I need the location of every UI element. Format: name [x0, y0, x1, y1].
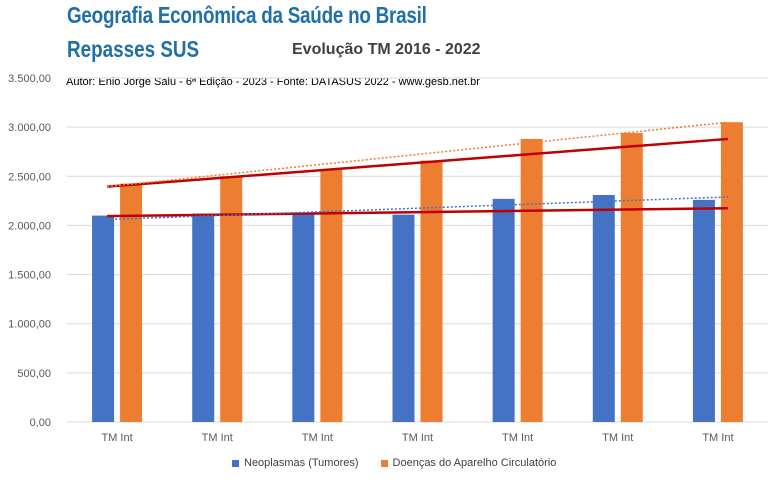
bar-circulatorio: [220, 176, 243, 422]
x-tick-label: TM Int: [101, 432, 132, 444]
trendline-solid: [107, 206, 728, 218]
x-tick-label: TM Int: [402, 432, 433, 444]
bar-neoplasmas: [292, 213, 315, 422]
bar-neoplasmas: [92, 215, 115, 422]
legend-swatch-circulatorio: [380, 459, 388, 467]
y-tick-label: 1.000,00: [8, 319, 51, 331]
x-tick-label: TM Int: [302, 432, 333, 444]
bar-neoplasmas: [692, 199, 715, 422]
legend-swatch-neoplasmas: [232, 459, 239, 467]
legend-label-circulatorio: Doenças do Aparelho Circulatório: [392, 457, 557, 469]
chart-title: Evolução TM 2016 - 2022: [292, 41, 481, 58]
bar-neoplasmas: [592, 194, 615, 422]
y-tick-label: 2.000,00: [8, 220, 51, 232]
legend-item-circulatorio: Doenças do Aparelho Circulatório: [380, 457, 557, 469]
bar-circulatorio: [520, 138, 543, 423]
legend-item-neoplasmas: Neoplasmas (Tumores): [232, 457, 359, 469]
bar-circulatorio: [320, 169, 343, 422]
y-tick-label: 0,00: [30, 417, 51, 429]
bar-circulatorio: [620, 133, 643, 423]
y-tick-label: 3.000,00: [8, 122, 51, 134]
x-tick-label: TM Int: [602, 432, 633, 444]
trendline-dotted: [106, 121, 729, 188]
bar-circulatorio: [420, 160, 443, 422]
bar-neoplasmas: [492, 198, 515, 422]
y-tick-label: 2.500,00: [8, 171, 51, 183]
subtitle: Repasses SUS: [67, 36, 200, 62]
y-tick-label: 1.500,00: [8, 270, 51, 282]
x-tick-label: TM Int: [702, 432, 733, 444]
x-tick-label: TM Int: [202, 432, 233, 444]
main-title: Geografia Econômica da Saúde no Brasil: [67, 2, 427, 28]
bar-circulatorio: [720, 122, 743, 422]
y-tick-label: 500,00: [17, 368, 51, 380]
author-line: Autor: Enio Jorge Salu - 6ª Edição - 202…: [66, 76, 480, 88]
y-tick-label: 3.500,00: [8, 73, 51, 85]
bar-neoplasmas: [192, 213, 215, 422]
legend-label-neoplasmas: Neoplasmas (Tumores): [244, 457, 359, 469]
bar-circulatorio: [120, 183, 143, 422]
legend: Neoplasmas (Tumores) Doenças do Aparelho…: [232, 457, 556, 469]
bar-neoplasmas: [392, 214, 415, 422]
trendline-dotted: [107, 196, 728, 221]
x-tick-label: TM Int: [502, 432, 533, 444]
trendline-solid: [106, 137, 729, 188]
